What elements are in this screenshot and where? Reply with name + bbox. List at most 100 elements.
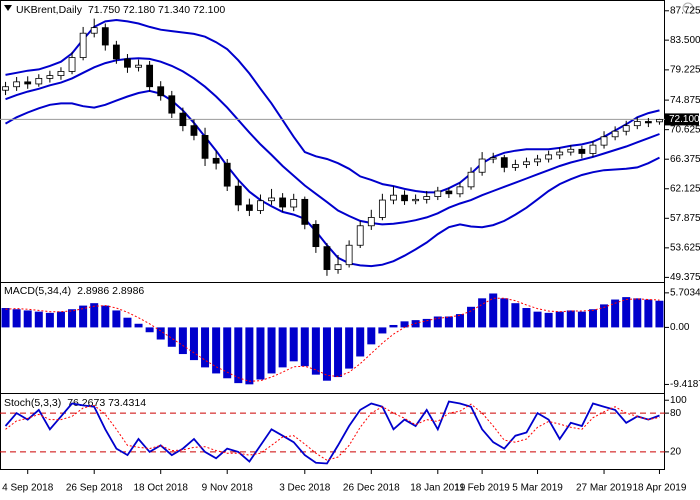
macd-bar (522, 308, 531, 328)
candle-body (412, 198, 420, 202)
macd-bar (588, 309, 597, 328)
candle-body (157, 86, 165, 97)
macd-bar (289, 327, 298, 362)
last-price-box (665, 113, 699, 126)
x-tick-label: 27 Mar 2019 (576, 483, 633, 494)
panel-values: 76.2673 73.4314 (67, 397, 146, 409)
candle-body (168, 95, 176, 114)
candle-body (223, 162, 231, 187)
macd-bar (345, 327, 354, 369)
panel-values: 2.8986 2.8986 (77, 285, 144, 297)
macd-bar (455, 314, 464, 328)
macd-bar (533, 311, 542, 328)
candle-body (633, 121, 641, 127)
candle-body (201, 134, 209, 159)
candle-body (24, 81, 32, 85)
panel-values: 71.750 72.180 71.340 72.100 (88, 4, 225, 16)
candle-body (523, 161, 530, 165)
macd-bar (311, 327, 320, 375)
macd-bar (566, 310, 575, 328)
plot-frame (0, 0, 665, 470)
candle-body (301, 198, 309, 225)
candle-body (423, 196, 431, 200)
panel-title: UKBrent,Daily (16, 4, 83, 16)
candle-body (390, 194, 397, 201)
y-tick-label: 5.7034 (670, 287, 700, 298)
macd-bar (12, 309, 21, 328)
candle-body (456, 186, 464, 195)
macd-bar (555, 311, 564, 328)
macd-signal (5, 297, 660, 382)
candle-body (257, 200, 264, 211)
macd-bar (112, 310, 121, 328)
y-tick-label: 53.625 (670, 242, 700, 253)
candle-body (600, 136, 608, 146)
macd-bar (655, 300, 664, 328)
macd-bar (367, 327, 376, 345)
candle-body (190, 125, 198, 136)
macd-bar (201, 327, 210, 368)
candle-body (511, 164, 519, 168)
candle-body (467, 171, 475, 188)
candle-body (290, 198, 298, 208)
candle-body (356, 225, 364, 246)
candle-body (46, 75, 54, 79)
macd-bar (1, 308, 10, 328)
macd-bar (389, 324, 398, 328)
candle-body (622, 125, 630, 132)
candle-body (656, 119, 663, 123)
macd-bar (644, 299, 653, 328)
candle-body (644, 121, 652, 124)
macd-bar (56, 311, 65, 328)
macd-bar (322, 327, 331, 381)
candle-body (556, 151, 564, 156)
macd-bar (167, 327, 176, 347)
y-tick-label: 79.225 (670, 65, 700, 76)
macd-bar (156, 327, 165, 340)
candle-body (234, 185, 242, 206)
macd-bar (467, 306, 476, 328)
y-tick-label: 87.725 (670, 5, 700, 16)
candle-body (489, 157, 497, 160)
candle-body (567, 148, 575, 153)
macd-bar (577, 311, 586, 328)
x-tick-label: 26 Sep 2018 (66, 483, 123, 494)
stoch-line (4, 400, 660, 465)
y-tick-label: -9.4187 (670, 379, 700, 390)
candle-body (534, 158, 541, 163)
macd-bar (278, 327, 287, 368)
candle-body (268, 197, 275, 202)
panel-title: MACD(5,34,4) (4, 285, 71, 297)
y-tick-label: 70.625 (670, 124, 700, 135)
macd-bar (79, 305, 88, 328)
macd-bar (356, 327, 365, 357)
menu-icon[interactable] (4, 5, 12, 11)
macd-bar (334, 327, 343, 378)
macd-bar (145, 327, 154, 333)
candle-body (212, 157, 220, 164)
macd-bar (178, 327, 187, 355)
macd-bar (134, 323, 143, 328)
macd-bar (300, 327, 309, 367)
macd-bar (611, 299, 620, 328)
bollinger-band (5, 89, 660, 268)
y-tick-label: 20 (670, 447, 682, 458)
macd-bar (234, 327, 243, 384)
macd-bar (600, 304, 609, 328)
corner-icon[interactable] (682, 2, 694, 14)
y-tick-label: 74.875 (670, 95, 700, 106)
candle-body (312, 223, 320, 248)
macd-bar (68, 309, 77, 328)
macd-bar (433, 316, 442, 328)
candle-body (334, 264, 342, 270)
macd-bar (500, 298, 509, 328)
x-tick-label: 18 Oct 2018 (133, 483, 188, 494)
candle-body (68, 57, 76, 72)
candle-body (135, 64, 142, 68)
x-tick-label: 3 Dec 2018 (279, 483, 331, 494)
candle-body (401, 194, 408, 202)
macd-bar (511, 303, 520, 328)
candle-body (611, 130, 619, 138)
y-tick-label: 83.500 (670, 35, 700, 46)
